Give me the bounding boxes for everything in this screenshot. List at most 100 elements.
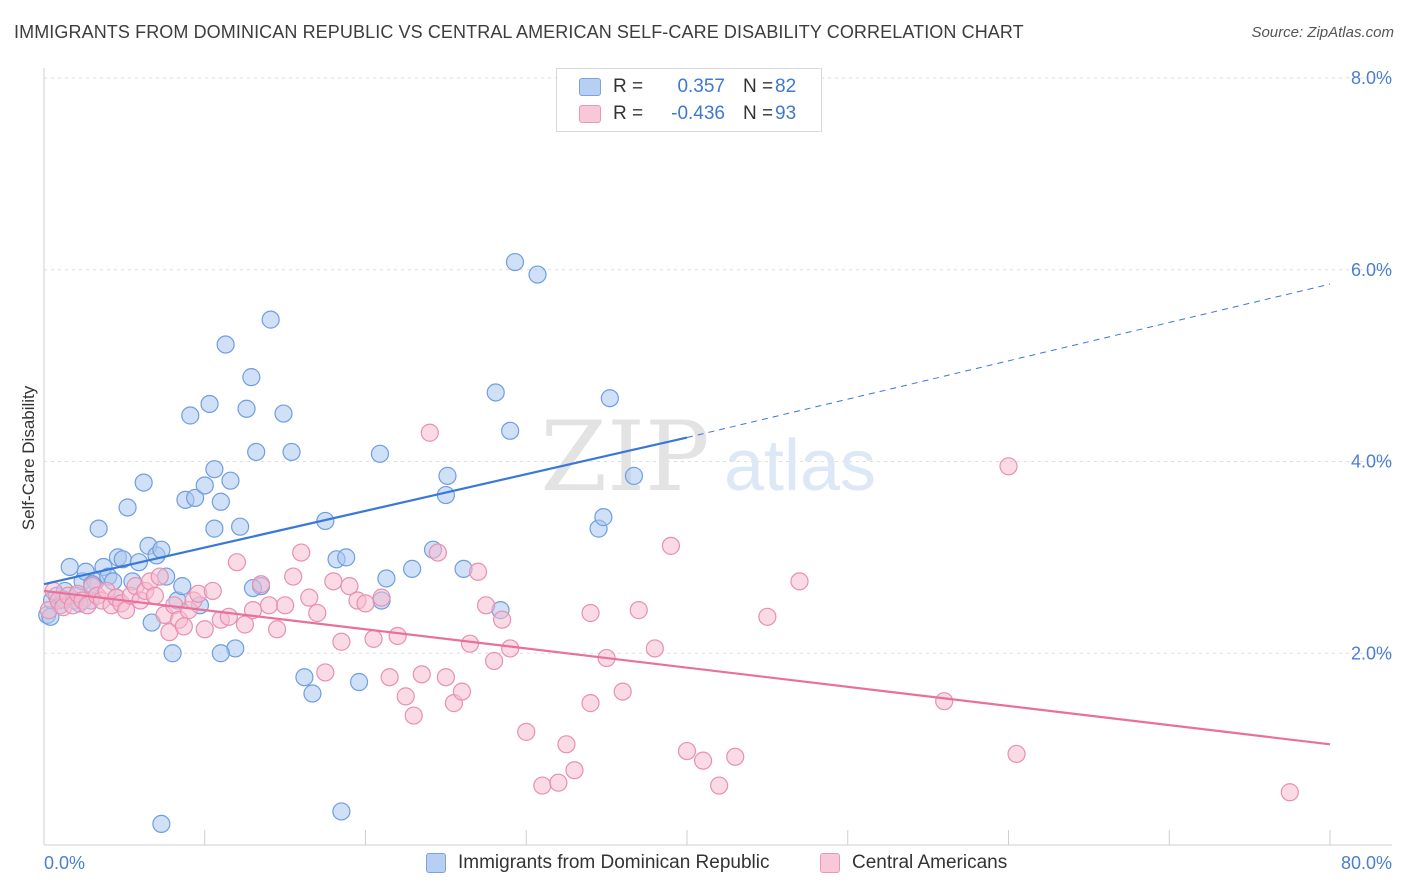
point-central-american xyxy=(324,572,343,591)
legend-r-value: 0.357 xyxy=(677,76,725,97)
x-tick-label-max: 80.0% xyxy=(1341,853,1392,873)
point-central-american xyxy=(420,423,439,442)
point-central-american xyxy=(468,562,488,581)
correlation-legend: R = 0.357 N = 82 R = -0.436 N = 93 xyxy=(556,68,822,132)
source-label: Source: ZipAtlas.com xyxy=(1251,24,1394,41)
point-dominican xyxy=(186,488,205,508)
point-dominican xyxy=(337,548,356,567)
trend-line-dominican xyxy=(43,436,688,586)
point-dominican xyxy=(205,460,224,479)
point-dominican xyxy=(152,814,171,834)
point-dominican xyxy=(242,368,261,387)
point-central-american xyxy=(251,575,271,594)
point-central-american xyxy=(565,761,584,780)
point-dominican xyxy=(370,444,390,463)
bottom-legend-label-central-american: Central Americans xyxy=(852,852,1008,873)
point-central-american xyxy=(629,601,648,620)
point-central-american xyxy=(372,588,391,607)
point-dominican xyxy=(505,252,525,272)
bottom-legend-swatch-blue xyxy=(426,853,446,873)
point-dominican xyxy=(173,577,192,596)
point-central-american xyxy=(501,639,520,658)
series-dominican-points xyxy=(38,252,644,834)
point-central-american xyxy=(533,776,552,795)
legend-r-label: R = xyxy=(613,76,644,97)
trend-line-central-american xyxy=(43,589,1331,746)
point-central-american xyxy=(332,632,351,651)
point-dominican xyxy=(211,492,230,511)
point-dominican xyxy=(600,389,619,408)
axes xyxy=(43,68,1392,846)
point-central-american xyxy=(758,607,777,626)
point-dominican xyxy=(624,466,644,485)
trend-line-dominican-extrapolated xyxy=(686,283,1331,439)
point-central-american xyxy=(452,682,472,701)
point-central-american xyxy=(227,553,246,572)
trend-lines xyxy=(43,283,1331,746)
point-dominican xyxy=(438,466,457,485)
point-central-american xyxy=(364,629,383,648)
point-central-american xyxy=(1280,783,1299,802)
point-dominican xyxy=(295,668,314,687)
point-dominican xyxy=(332,802,351,821)
point-central-american xyxy=(195,620,214,639)
point-dominican xyxy=(274,404,293,423)
point-dominican xyxy=(216,335,235,354)
point-central-american xyxy=(999,457,1018,476)
legend-n-value: 82 xyxy=(775,76,797,97)
point-dominican xyxy=(349,672,369,692)
point-central-american xyxy=(388,626,407,646)
y-tick-label: 2.0% xyxy=(1351,643,1392,663)
point-dominican xyxy=(205,519,224,538)
point-dominican xyxy=(486,383,505,402)
point-central-american xyxy=(485,651,504,671)
point-dominican xyxy=(528,265,547,284)
point-central-american xyxy=(613,682,632,701)
point-central-american xyxy=(726,747,745,766)
point-central-american xyxy=(460,634,480,653)
point-dominican xyxy=(221,471,240,490)
point-central-american xyxy=(219,607,238,626)
chart-title: IMMIGRANTS FROM DOMINICAN REPUBLIC VS CE… xyxy=(14,22,1024,42)
point-central-american xyxy=(412,665,431,684)
point-dominican xyxy=(195,476,214,495)
point-central-american xyxy=(150,567,169,586)
watermark-zip: ZIP xyxy=(540,401,709,513)
point-central-american xyxy=(557,735,576,754)
legend-n-label: N = xyxy=(743,103,774,124)
y-tick-label: 8.0% xyxy=(1351,68,1392,88)
point-central-american xyxy=(316,663,335,682)
legend-r-label: R = xyxy=(613,103,644,124)
point-central-american xyxy=(340,577,359,596)
point-dominican xyxy=(501,421,520,440)
legend-r-value: -0.436 xyxy=(671,103,725,124)
y-axis-label: Self-Care Disability xyxy=(19,385,38,530)
point-dominican xyxy=(134,473,153,492)
point-central-american xyxy=(174,617,193,636)
point-central-american xyxy=(380,668,399,687)
y-tick-labels: 2.0% 4.0% 6.0% 8.0% xyxy=(1351,68,1392,663)
series-central-american-points xyxy=(39,423,1299,802)
point-central-american xyxy=(581,603,600,623)
point-central-american xyxy=(436,668,455,687)
point-dominican xyxy=(436,485,455,505)
legend-swatch-blue xyxy=(579,78,601,96)
point-dominican xyxy=(237,399,256,418)
point-dominican xyxy=(403,559,422,578)
point-central-american xyxy=(308,603,327,623)
x-tick-label-min: 0.0% xyxy=(44,853,85,873)
x-tick-labels: 0.0% 80.0% xyxy=(44,853,1392,873)
watermark-atlas: atlas xyxy=(724,426,876,506)
point-central-american xyxy=(356,594,375,613)
point-central-american xyxy=(517,722,536,741)
point-central-american xyxy=(581,694,600,713)
legend-n-value: 93 xyxy=(775,103,797,124)
point-dominican xyxy=(60,557,79,577)
point-dominican xyxy=(303,684,322,703)
point-dominican xyxy=(89,519,108,538)
point-dominican xyxy=(231,517,250,536)
bottom-legend-central-american: Central Americans xyxy=(820,852,1007,874)
point-central-american xyxy=(549,773,568,792)
point-central-american xyxy=(284,567,303,586)
point-central-american xyxy=(693,751,713,770)
